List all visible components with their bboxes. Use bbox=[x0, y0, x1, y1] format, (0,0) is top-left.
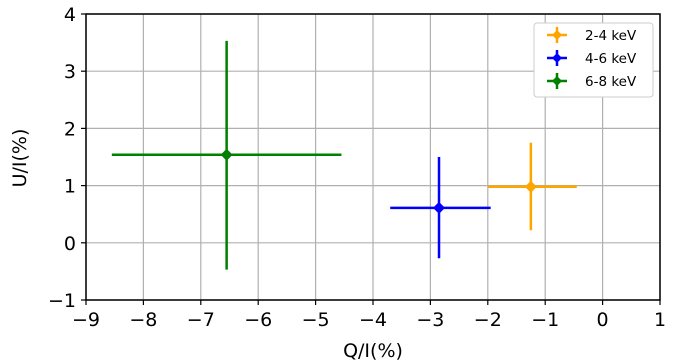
y-tick-labels: −1 0 1 2 3 4 bbox=[48, 4, 76, 312]
tick-marks bbox=[81, 13, 661, 305]
x-tick-label: −6 bbox=[244, 309, 272, 331]
y-tick-label: −1 bbox=[48, 290, 76, 312]
data-series bbox=[111, 40, 577, 270]
legend-label: 2-4 keV bbox=[585, 28, 637, 44]
plot-frame bbox=[85, 13, 661, 301]
data-point-marker bbox=[433, 201, 446, 214]
x-tick-label: 1 bbox=[654, 309, 666, 331]
y-tick-label: 2 bbox=[64, 118, 76, 140]
y-axis-label: U/I(%) bbox=[9, 129, 31, 188]
x-tick-label: −3 bbox=[416, 309, 444, 331]
legend-label: 6-8 keV bbox=[585, 74, 637, 90]
series-2-4-keV bbox=[487, 142, 577, 231]
legend-marker bbox=[552, 30, 562, 40]
series-6-8-keV bbox=[111, 40, 342, 270]
legend-box bbox=[533, 22, 654, 98]
y-tick-label: 0 bbox=[64, 233, 76, 255]
legend: 2-4 keV 4-6 keV 6-8 keV bbox=[533, 22, 654, 98]
data-point-marker bbox=[524, 180, 537, 193]
x-tick-label: −9 bbox=[72, 309, 100, 331]
x-tick-label: −7 bbox=[187, 309, 215, 331]
legend-marker bbox=[552, 53, 562, 63]
y-tick-label: 1 bbox=[64, 176, 76, 198]
x-tick-labels: −9 −8 −7 −6 −5 −4 −3 −2 −1 0 1 bbox=[72, 309, 666, 331]
data-point-marker bbox=[220, 148, 233, 161]
x-tick-label: −8 bbox=[129, 309, 157, 331]
series-4-6-keV bbox=[390, 157, 491, 259]
y-tick-label: 3 bbox=[64, 61, 76, 83]
x-axis-label: Q/I(%) bbox=[343, 340, 403, 362]
x-tick-label: −5 bbox=[302, 309, 330, 331]
x-tick-label: −2 bbox=[474, 309, 502, 331]
x-tick-label: −4 bbox=[359, 309, 387, 331]
x-tick-label: 0 bbox=[597, 309, 609, 331]
x-tick-label: −1 bbox=[531, 309, 559, 331]
legend-label: 4-6 keV bbox=[585, 51, 637, 67]
legend-marker bbox=[552, 76, 562, 86]
y-tick-label: 4 bbox=[64, 4, 76, 26]
